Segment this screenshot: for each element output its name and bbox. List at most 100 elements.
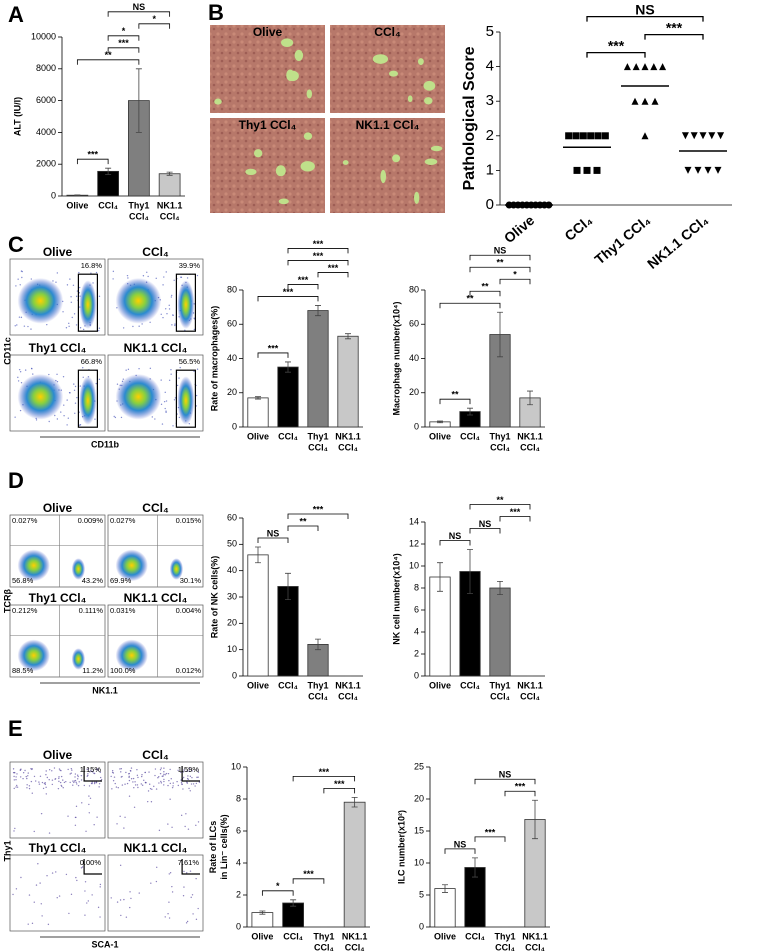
event-dot xyxy=(157,777,159,779)
event-dot xyxy=(93,781,96,784)
event-dot xyxy=(168,917,171,919)
significance-label: ** xyxy=(481,282,489,292)
event-dot xyxy=(97,906,100,909)
error-bar xyxy=(442,884,448,893)
event-dot xyxy=(158,775,160,778)
y-axis-label: ALT (IU/l) xyxy=(12,97,22,136)
y-tick-label: 0 xyxy=(232,670,237,680)
event-dot xyxy=(66,399,68,401)
event-dot xyxy=(70,301,73,304)
event-dot xyxy=(30,278,33,280)
x-tick-label: NK1.1 xyxy=(335,680,361,690)
x-tick-label: CCl₄ xyxy=(465,931,485,941)
y-tick-label: 4 xyxy=(486,58,494,75)
event-dot xyxy=(40,903,42,905)
event-dot xyxy=(180,779,182,781)
gate xyxy=(181,859,200,875)
dot xyxy=(641,63,649,71)
event-dot xyxy=(177,784,180,787)
event-dot xyxy=(92,282,94,284)
error-bar xyxy=(255,546,261,564)
event-dot xyxy=(193,317,195,319)
event-dot xyxy=(17,376,19,379)
event-dot xyxy=(195,405,198,407)
event-dot xyxy=(137,776,139,779)
event-dot xyxy=(15,784,18,787)
significance-label: *** xyxy=(298,275,309,285)
event-dot xyxy=(16,773,18,775)
event-dot xyxy=(91,781,93,783)
event-dot xyxy=(97,769,99,771)
event-dot xyxy=(160,782,163,784)
flow-plot xyxy=(107,761,204,839)
event-dot xyxy=(82,366,84,369)
event-dot xyxy=(154,774,156,777)
event-dot xyxy=(58,780,60,783)
event-dot xyxy=(76,774,79,776)
significance-bracket xyxy=(586,51,646,58)
event-dot xyxy=(149,321,151,323)
event-dot xyxy=(67,768,69,771)
y-tick-label: 60 xyxy=(227,319,237,329)
event-dot xyxy=(99,883,102,886)
significance-label: * xyxy=(122,26,126,36)
bar xyxy=(307,310,329,428)
event-dot xyxy=(95,271,98,274)
dot xyxy=(651,97,659,105)
event-dot xyxy=(67,815,69,817)
error-bar xyxy=(437,420,443,424)
event-dot xyxy=(74,779,77,782)
event-dot xyxy=(62,375,65,378)
event-dot xyxy=(26,777,28,780)
event-dot xyxy=(163,773,165,775)
significance-label: *** xyxy=(666,19,683,35)
event-dot xyxy=(164,774,166,776)
event-dot xyxy=(113,415,115,418)
dot xyxy=(593,166,601,174)
dot xyxy=(694,166,702,174)
event-dot xyxy=(23,325,26,327)
density xyxy=(17,639,50,672)
event-dot xyxy=(164,407,166,410)
x-tick-label: CCl₄ xyxy=(278,680,298,690)
event-dot xyxy=(168,379,171,381)
x-tick-label: NK1.1 xyxy=(157,200,183,210)
event-dot xyxy=(120,914,122,917)
event-dot xyxy=(198,781,201,783)
vessel xyxy=(300,161,315,172)
event-dot xyxy=(173,399,176,401)
density xyxy=(115,549,148,582)
y-axis-label: Pathological Score xyxy=(461,46,478,190)
error-bar xyxy=(527,390,533,406)
event-dot xyxy=(55,871,57,873)
event-dot xyxy=(168,308,171,310)
event-dot xyxy=(168,304,170,307)
y-axis-label: Rate of NK cells(%) xyxy=(209,556,219,639)
event-dot xyxy=(114,416,117,419)
event-dot xyxy=(38,783,41,785)
event-dot xyxy=(21,270,23,273)
y-tick-label: 4 xyxy=(414,626,419,636)
event-dot xyxy=(138,368,140,370)
dot xyxy=(650,63,658,71)
y-axis-label: Macrophage number(x10⁴) xyxy=(391,302,401,416)
event-dot xyxy=(154,768,157,770)
event-dot xyxy=(91,782,93,785)
event-dot xyxy=(171,324,173,326)
event-dot xyxy=(30,328,32,330)
event-dot xyxy=(160,767,162,769)
event-dot xyxy=(176,780,178,783)
event-dot xyxy=(172,425,174,427)
event-dot xyxy=(26,787,28,789)
y-tick-label: 40 xyxy=(227,565,237,575)
event-dot xyxy=(93,823,95,826)
event-dot xyxy=(180,276,183,278)
event-dot xyxy=(169,872,172,874)
y-tick-label: 30 xyxy=(227,591,237,601)
significance-bracket xyxy=(644,33,704,40)
event-dot xyxy=(150,882,152,884)
event-dot xyxy=(193,370,195,373)
event-dot xyxy=(159,772,162,775)
error-bar xyxy=(135,68,142,133)
event-dot xyxy=(164,916,166,918)
